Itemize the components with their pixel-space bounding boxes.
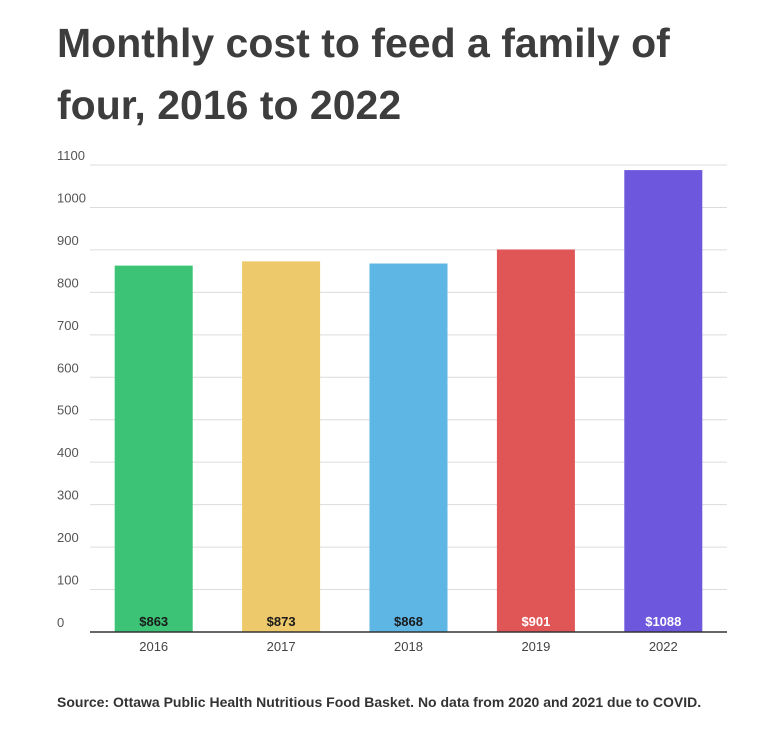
bars: [114, 170, 703, 632]
x-axis-categories: 2016 2017 2018 2019 2022: [139, 639, 678, 654]
y-tick-label: 800: [57, 275, 79, 290]
y-tick-label: 1000: [57, 190, 86, 205]
y-tick-label: 0: [57, 615, 64, 630]
data-label-2019: $901: [521, 614, 550, 629]
x-category-label: 2016: [139, 639, 168, 654]
y-tick-label: 200: [57, 530, 79, 545]
y-tick-label: 400: [57, 445, 79, 460]
y-tick-label: 300: [57, 488, 79, 503]
y-tick-label: 1100: [57, 148, 85, 163]
x-category-label: 2018: [394, 639, 423, 654]
y-tick-label: 600: [57, 360, 79, 375]
data-label-2017: $873: [267, 614, 296, 629]
y-axis-ticks: 0 100 200 300 400 500 600 700 800 900 1000 1100: [57, 148, 86, 630]
data-label-2018: $868: [394, 614, 423, 629]
x-category-label: 2017: [267, 639, 296, 654]
x-category-label: 2022: [649, 639, 678, 654]
y-tick-label: 100: [57, 573, 79, 588]
bar-2016: [114, 265, 193, 632]
source-note: Source: Ottawa Public Health Nutritious …: [57, 694, 702, 710]
data-label-2022: $1088: [645, 614, 681, 629]
y-tick-label: 900: [57, 233, 79, 248]
data-label-2016: $863: [139, 614, 168, 629]
x-category-label: 2019: [521, 639, 550, 654]
bar-2019: [496, 249, 575, 632]
y-tick-label: 500: [57, 403, 79, 418]
bar-2018: [369, 263, 448, 632]
bar-2022: [624, 170, 703, 632]
chart-title: Monthly cost to feed a family of four, 2…: [57, 20, 670, 128]
data-labels: $863 $873 $868 $901 $1088: [139, 614, 681, 629]
bar-2017: [242, 261, 321, 632]
y-tick-label: 700: [57, 318, 79, 333]
